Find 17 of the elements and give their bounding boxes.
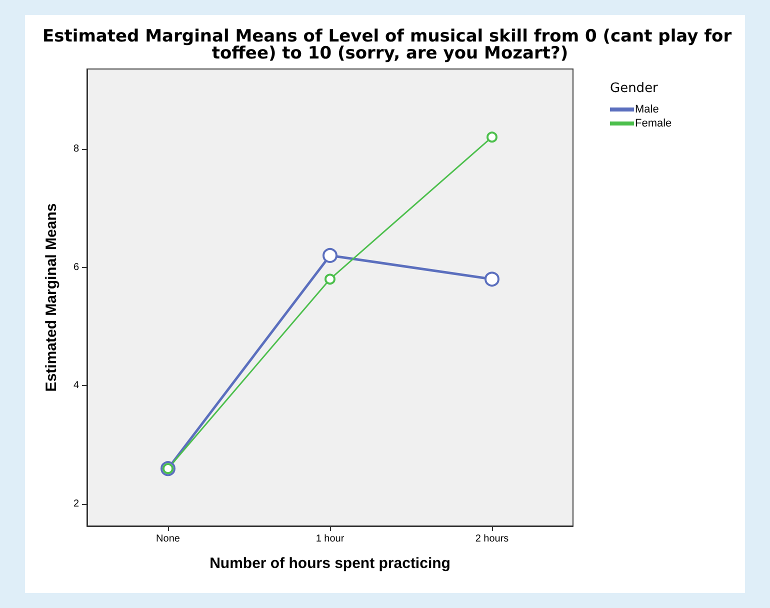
point [484, 272, 500, 287]
legend-title: Gender [610, 81, 659, 96]
chart-title: Estimated Marginal Means of Level of musical skill from 0 (cant play for toffee) to 10 (sorry, are you Mozart?) [42, 26, 738, 64]
x-axis-title: Number of hours spent practicing [210, 555, 450, 572]
x-tick-label: 1 hour [316, 534, 345, 544]
x-tick-label: 2 hours [475, 534, 509, 544]
y-tick-label: 4 [73, 380, 80, 392]
legend-label: Male [635, 104, 659, 116]
y-tick-label: 2 [73, 498, 80, 510]
point [322, 248, 338, 263]
point [324, 274, 336, 285]
y-tick-label: 6 [73, 262, 80, 273]
x-tick-label: None [156, 534, 180, 544]
y-axis-title: Estimated Marginal Means [43, 203, 60, 392]
y-tick-label: 8 [73, 143, 80, 154]
point [486, 132, 498, 143]
legend-label: Female [635, 118, 672, 130]
